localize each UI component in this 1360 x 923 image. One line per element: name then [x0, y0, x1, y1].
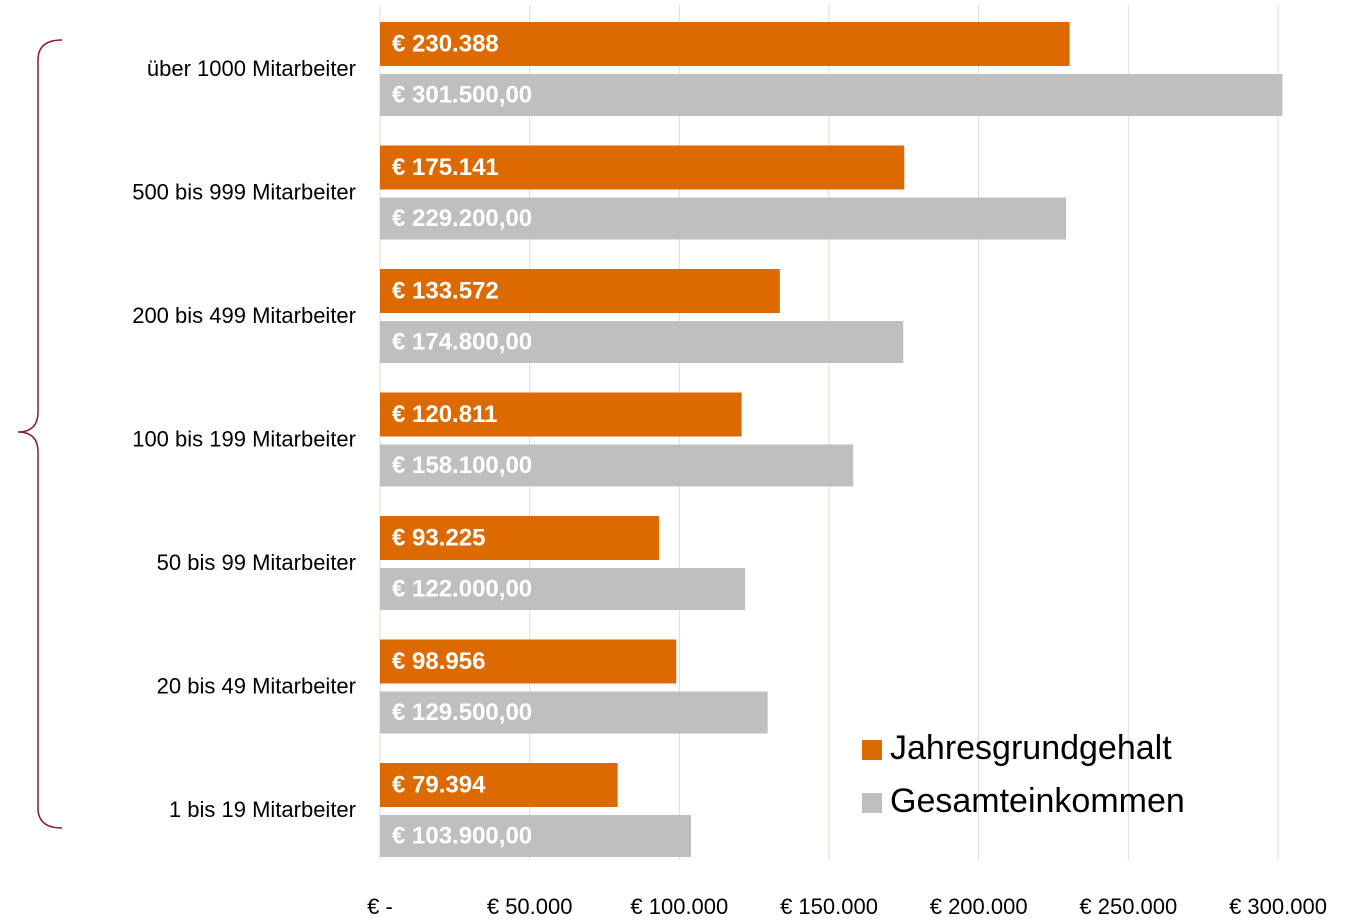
value-label: € 301.500,00 [392, 81, 532, 108]
value-label: € 174.800,00 [392, 328, 532, 355]
legend-swatch [862, 740, 882, 760]
bar [380, 74, 1283, 116]
value-label: € 133.572 [392, 277, 499, 304]
legend-label: Gesamteinkommen [890, 782, 1185, 820]
legend-label: Jahresgrundgehalt [890, 729, 1172, 767]
value-label: € 93.225 [392, 524, 485, 551]
category-label: 500 bis 999 Mitarbeiter [132, 179, 356, 204]
category-label: 100 bis 199 Mitarbeiter [132, 426, 356, 451]
bar [380, 321, 904, 363]
x-tick-label: € 50.000 [487, 894, 573, 919]
bar [380, 516, 660, 560]
value-label: € 79.394 [392, 771, 486, 798]
bar [380, 392, 742, 437]
value-label: € 122.000,00 [392, 575, 532, 602]
category-label: über 1000 Mitarbeiter [147, 56, 356, 81]
x-tick-label: € 300.000 [1229, 894, 1327, 919]
bar [380, 568, 746, 610]
bar [380, 815, 692, 857]
bar [380, 691, 768, 734]
value-label: € 103.900,00 [392, 822, 532, 849]
x-tick-label: € 200.000 [930, 894, 1028, 919]
value-label: € 175.141 [392, 154, 499, 181]
x-tick-label: € 150.000 [780, 894, 878, 919]
value-label: € 158.100,00 [392, 452, 532, 479]
bar [380, 269, 780, 313]
value-label: € 98.956 [392, 648, 485, 675]
bar [380, 22, 1070, 66]
category-label: 1 bis 19 Mitarbeiter [169, 797, 356, 822]
bar [380, 197, 1067, 240]
value-label: € 129.500,00 [392, 699, 532, 726]
brace [17, 39, 63, 829]
bar [380, 145, 905, 190]
bar [380, 763, 618, 807]
x-tick-label: € 100.000 [630, 894, 728, 919]
bar [380, 639, 677, 684]
category-label: 200 bis 499 Mitarbeiter [132, 303, 356, 328]
category-label: 50 bis 99 Mitarbeiter [157, 550, 356, 575]
value-label: € 229.200,00 [392, 205, 532, 232]
bar [380, 444, 854, 487]
x-tick-label: € - [367, 894, 393, 919]
category-label: 20 bis 49 Mitarbeiter [157, 673, 356, 698]
value-label: € 230.388 [392, 30, 499, 57]
value-label: € 120.811 [392, 401, 497, 428]
x-tick-label: € 250.000 [1079, 894, 1177, 919]
legend-swatch [862, 793, 882, 813]
